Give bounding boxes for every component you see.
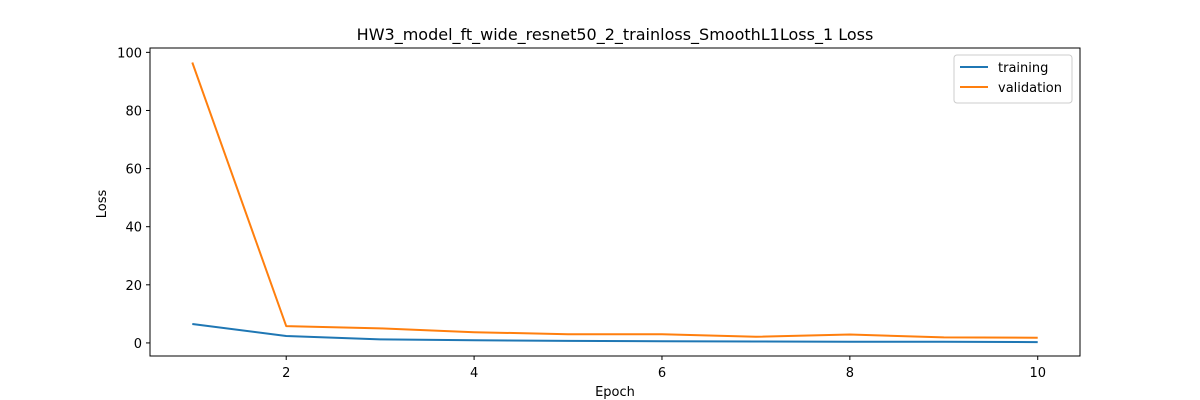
chart-title: HW3_model_ft_wide_resnet50_2_trainloss_S… — [357, 25, 874, 45]
x-axis-label: Epoch — [595, 385, 635, 400]
x-tick-label: 6 — [658, 366, 666, 381]
plot-lines — [191, 62, 1038, 344]
series-line-validation — [191, 62, 1038, 339]
y-tick-label: 80 — [125, 104, 142, 119]
x-tick-label: 10 — [1029, 366, 1046, 381]
series-line-training — [192, 323, 1038, 344]
y-tick-label: 40 — [125, 221, 142, 236]
y-tick-label: 60 — [125, 163, 142, 178]
x-tick-label: 8 — [846, 366, 854, 381]
legend-label-training: training — [998, 61, 1048, 76]
x-tick-label: 2 — [282, 366, 290, 381]
x-tick-label: 4 — [470, 366, 478, 381]
y-tick-label: 100 — [117, 46, 142, 61]
plot-frame — [149, 47, 1081, 357]
legend-label-validation: validation — [998, 81, 1062, 96]
y-tick-label: 0 — [134, 337, 142, 352]
legend: training validation — [953, 54, 1073, 104]
y-axis: 0 20 40 60 80 100 — [117, 46, 150, 352]
x-axis: 2 4 6 8 10 — [282, 356, 1046, 381]
y-tick-label: 20 — [125, 279, 142, 294]
y-axis-label: Loss — [95, 190, 110, 219]
